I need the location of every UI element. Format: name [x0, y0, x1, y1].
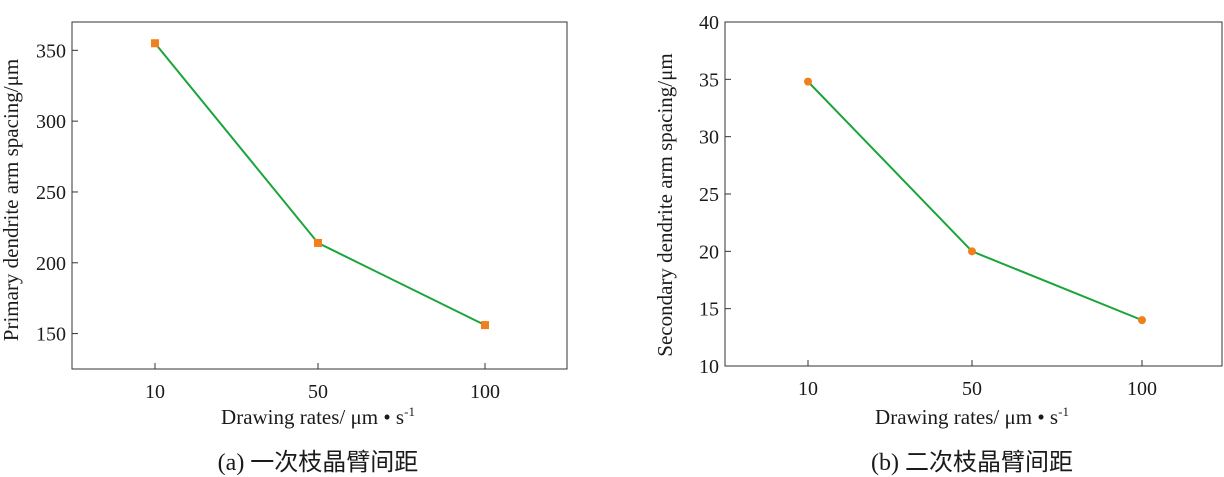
- data-point-a-1: [314, 238, 322, 247]
- data-point-b-2: [1138, 316, 1146, 325]
- x-tick-label-b-1: 50: [962, 378, 982, 400]
- x-axis-label-a: Drawing rates/ μm • s-1: [221, 404, 415, 429]
- x-axis-label-b-text: Drawing rates/ μm • s: [875, 405, 1058, 429]
- plot-frame-a: [71, 21, 568, 370]
- y-axis-label-a: Primary dendrite arm spacing/μm: [0, 59, 23, 341]
- x-tick-label-a-0: 10: [145, 381, 165, 403]
- y-tick-label-b-2: 20: [699, 241, 719, 263]
- y-axis-label-b: Secondary dendrite arm spacing/μm: [653, 53, 677, 356]
- y-tick-label-a-0: 150: [36, 324, 66, 346]
- y-axis-b: 10 15 20 25 30 35 40: [699, 12, 731, 378]
- y-axis-a: 150 200 250 300 350: [36, 40, 78, 346]
- chart-panel-a: 150 200 250 300 350 10 50 100 Primary dendrite…: [0, 21, 568, 476]
- x-axis-label-a-sup: -1: [404, 404, 415, 419]
- y-tick-label-a-3: 300: [36, 111, 66, 133]
- x-axis-b: 10 50 100: [798, 360, 1157, 400]
- y-tick-label-b-6: 40: [699, 12, 719, 34]
- chart-panel-b: 10 15 20 25 30 35 40 10 50 100 Secondary dendrit…: [653, 12, 1223, 476]
- series-a: [151, 39, 489, 330]
- x-tick-label-b-2: 100: [1127, 378, 1157, 400]
- data-point-a-0: [151, 39, 159, 48]
- plot-frame-b: [724, 21, 1223, 367]
- y-tick-label-b-0: 10: [699, 356, 719, 378]
- y-tick-label-a-1: 200: [36, 253, 66, 275]
- caption-b: (b) 二次枝晶臂间距: [871, 449, 1073, 476]
- data-point-b-0: [804, 77, 812, 86]
- y-tick-label-a-4: 350: [36, 40, 66, 62]
- y-tick-label-b-5: 35: [699, 69, 719, 91]
- data-point-b-1: [968, 247, 976, 256]
- y-tick-label-b-1: 15: [699, 299, 719, 321]
- x-axis-label-a-text: Drawing rates/ μm • s: [221, 405, 404, 429]
- x-axis-label-b-sup: -1: [1058, 404, 1069, 419]
- y-tick-label-a-2: 250: [36, 182, 66, 204]
- x-tick-label-b-0: 10: [798, 378, 818, 400]
- series-line-b: [807, 80, 1143, 322]
- x-tick-label-a-1: 50: [308, 381, 328, 403]
- x-axis-label-b: Drawing rates/ μm • s-1: [875, 404, 1069, 429]
- caption-a: (a) 一次枝晶臂间距: [218, 449, 419, 476]
- series-line-a: [154, 42, 486, 326]
- x-tick-label-a-2: 100: [470, 381, 500, 403]
- series-b: [804, 77, 1146, 325]
- data-point-a-2: [481, 321, 489, 330]
- y-tick-label-b-4: 30: [699, 127, 719, 149]
- x-axis-a: 10 50 100: [145, 363, 500, 403]
- y-tick-label-b-3: 25: [699, 184, 719, 206]
